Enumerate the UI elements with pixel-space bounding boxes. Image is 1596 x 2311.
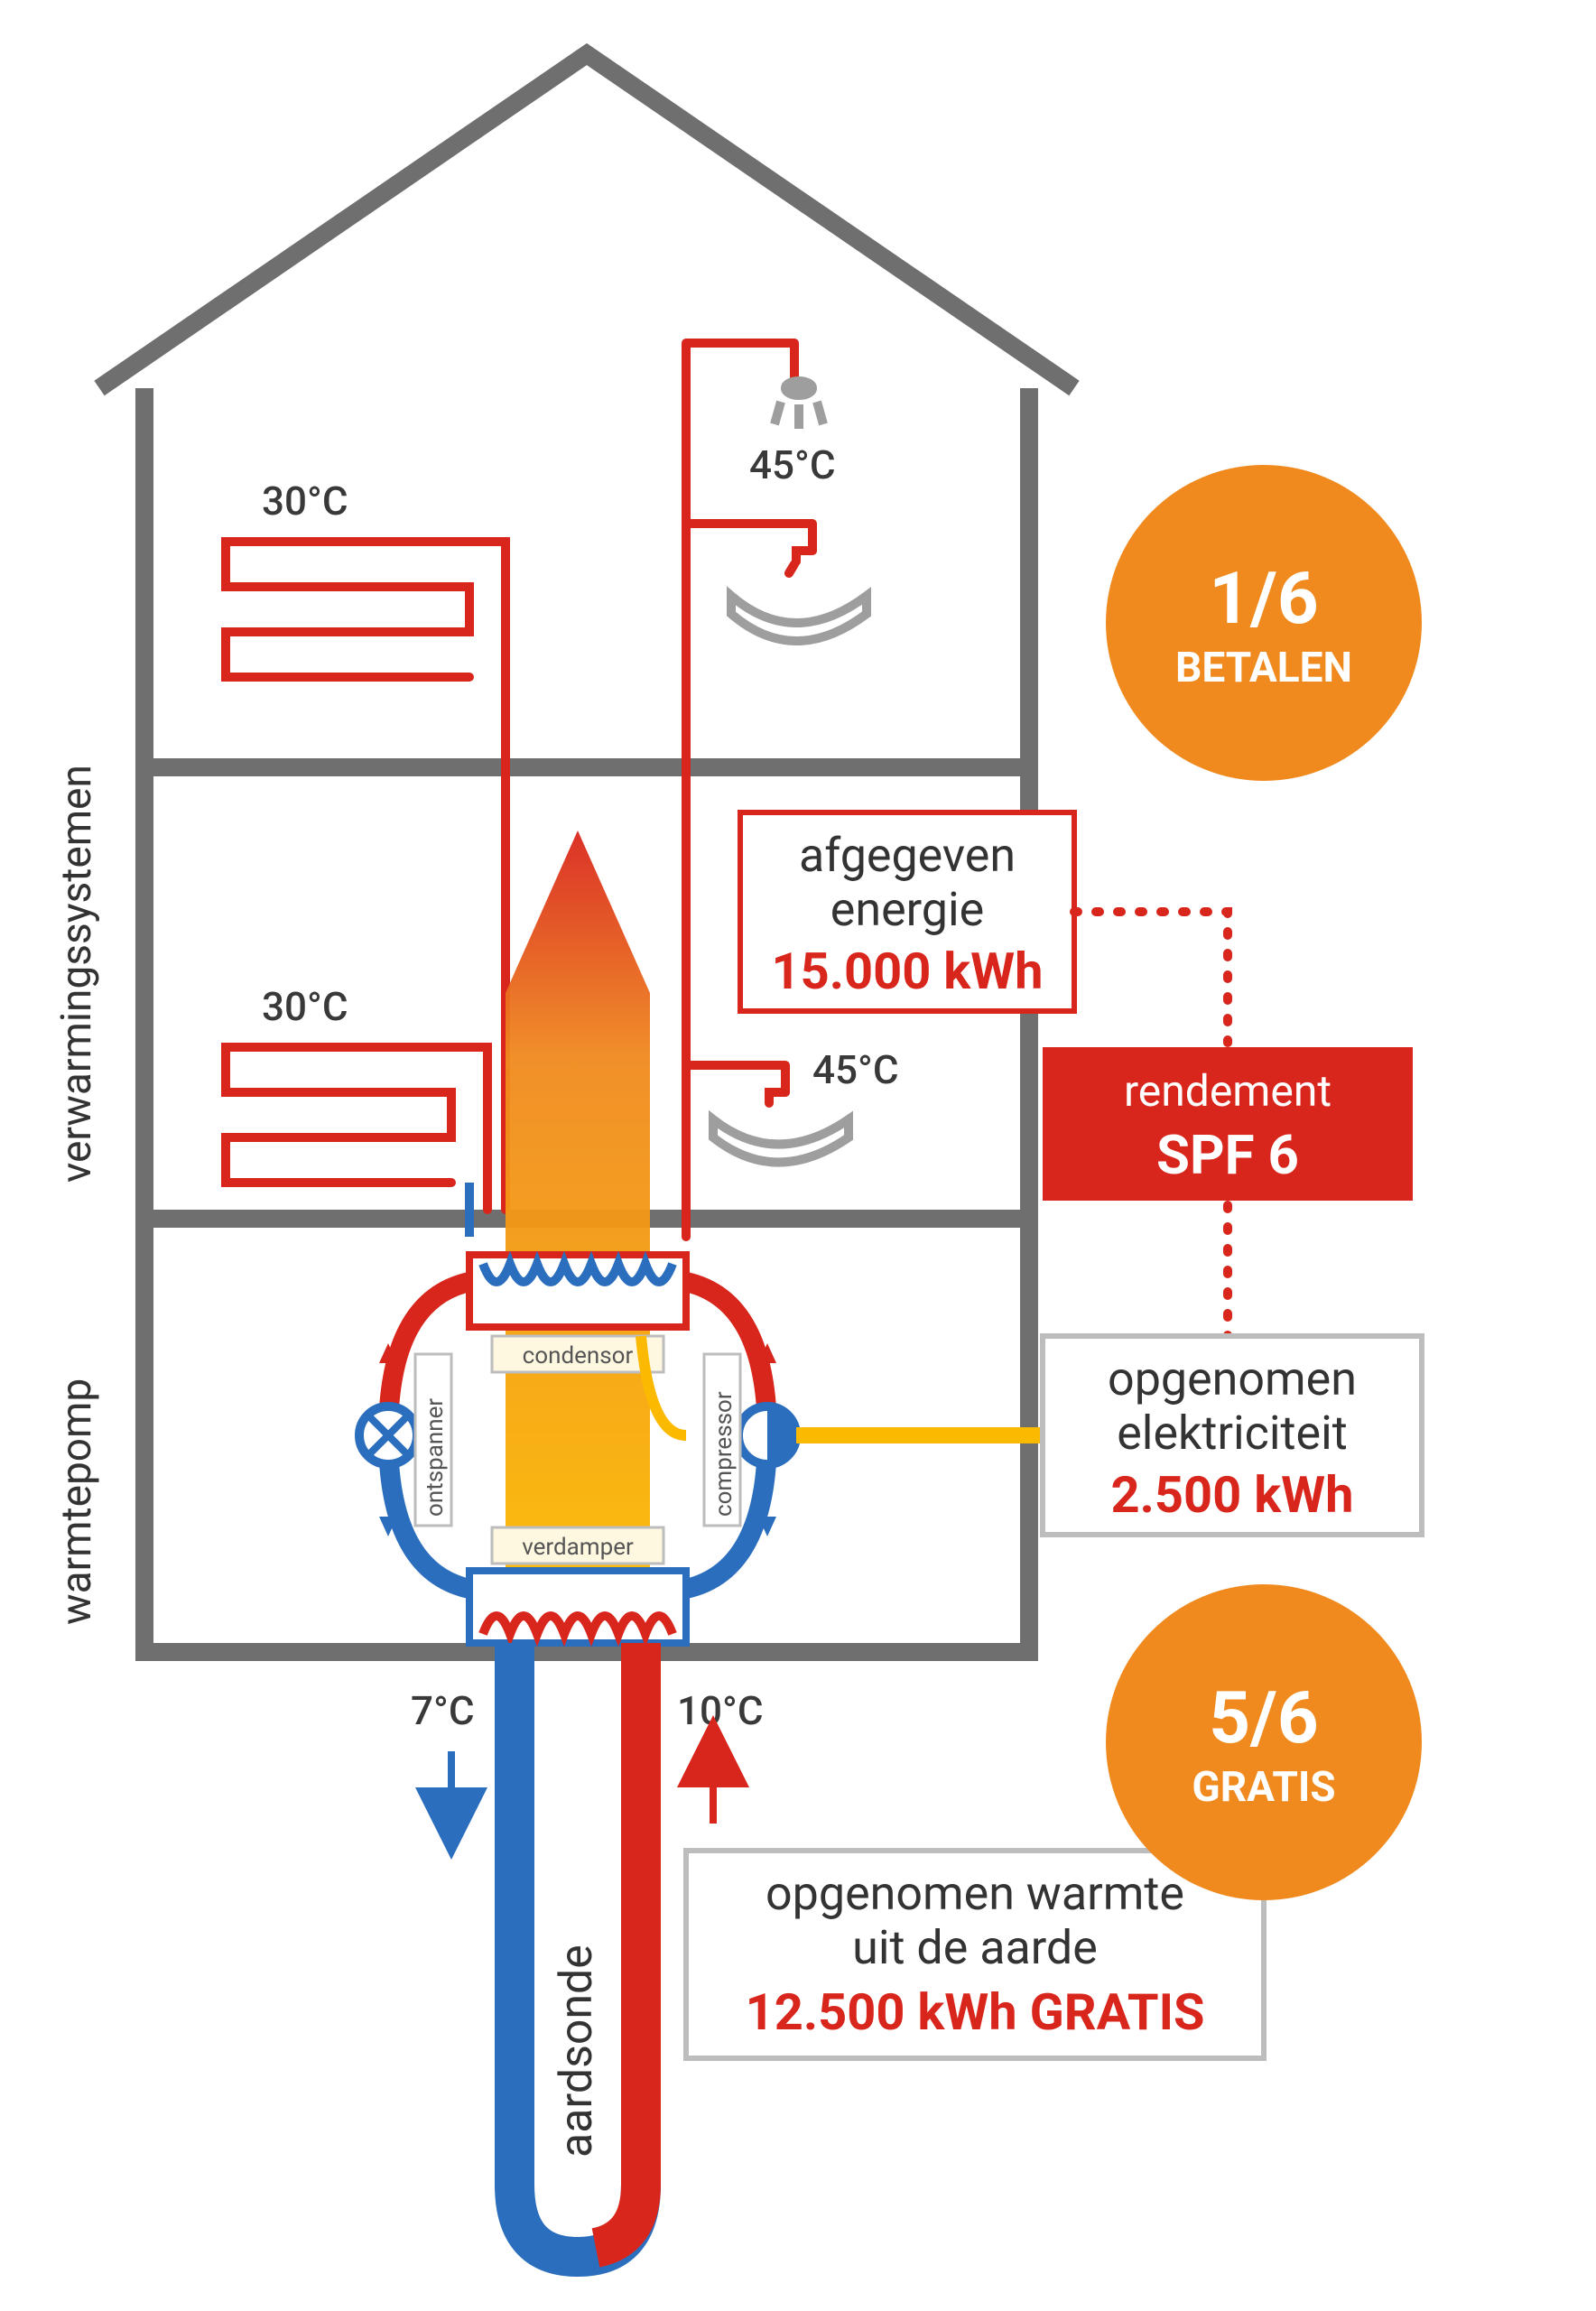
basin-top-icon — [731, 596, 867, 641]
faucet-top-icon — [789, 551, 812, 573]
circle-bottom-frac: 5/6 — [1209, 1675, 1318, 1760]
circle-gratis: 5/6 GRATIS — [1106, 1584, 1422, 1900]
verdamper-label: verdamper — [522, 1534, 634, 1561]
ontspanner: ontspanner — [359, 1354, 451, 1526]
heat-arrow — [506, 831, 650, 1589]
condensor: condensor — [469, 1255, 686, 1372]
compressor-label: compressor — [710, 1391, 738, 1517]
ontspanner-label: ontspanner — [422, 1398, 449, 1517]
temp-ground-out: 7°C — [411, 1687, 475, 1734]
rendement-value: SPF 6 — [1156, 1123, 1299, 1187]
circle-top-label: BETALEN — [1175, 644, 1352, 692]
temp-ground-in: 10°C — [677, 1687, 764, 1734]
temp-shower-bottom: 45°C — [812, 1046, 899, 1093]
energy-out-value: 15.000 kWh — [771, 942, 1043, 1001]
circle-top-frac: 1/6 — [1209, 556, 1318, 641]
basin-bottom-icon — [713, 1119, 849, 1163]
energy-out-box: afgegeven energie 15.000 kWh — [740, 812, 1074, 1011]
section-label-warmtepomp: warmtepomp — [52, 1378, 101, 1625]
radiator-bottom — [226, 1047, 487, 1210]
energy-out-line1: afgegeven — [799, 828, 1016, 883]
elec-in-value: 2.500 kWh — [1111, 1465, 1354, 1525]
radiator-top — [226, 542, 506, 1210]
ground-heat-line2: uit de aarde — [852, 1920, 1098, 1975]
rendement-box: rendement SPF 6 — [1043, 1047, 1413, 1201]
ground-heat-value: 12.500 kWh GRATIS — [746, 1982, 1205, 2042]
aardsonde-label: aardsonde — [551, 1944, 603, 2158]
section-label-verwarming: verwarmingssystemen — [52, 765, 101, 1183]
circle-bottom-label: GRATIS — [1192, 1763, 1335, 1812]
circle-betalen: 1/6 BETALEN — [1106, 465, 1422, 781]
elec-in-line2: elektriciteit — [1117, 1406, 1348, 1461]
faucet-bottom-icon — [769, 1092, 785, 1103]
ground-heat-box: opgenomen warmte uit de aarde 12.500 kWh… — [686, 1851, 1264, 2058]
rendement-label: rendement — [1124, 1065, 1332, 1117]
heatpump-diagram: verwarmingssystemen warmtepomp 30°C 30°C… — [0, 0, 1596, 2311]
temp-radiator-bottom: 30°C — [262, 983, 348, 1030]
ground-probe: aardsonde — [515, 1643, 641, 2257]
energy-out-line2: energie — [830, 882, 984, 937]
condensor-label: condensor — [523, 1342, 634, 1369]
compressor: compressor — [704, 1354, 796, 1526]
ground-heat-line1: opgenomen warmte — [766, 1866, 1184, 1921]
temp-shower-top: 45°C — [749, 441, 836, 488]
verdamper: verdamper — [469, 1527, 686, 1643]
elec-in-line1: opgenomen — [1108, 1351, 1357, 1406]
shower-icon — [775, 381, 823, 429]
elec-in-box: opgenomen elektriciteit 2.500 kWh — [1043, 1336, 1422, 1535]
temp-radiator-top: 30°C — [262, 478, 348, 524]
